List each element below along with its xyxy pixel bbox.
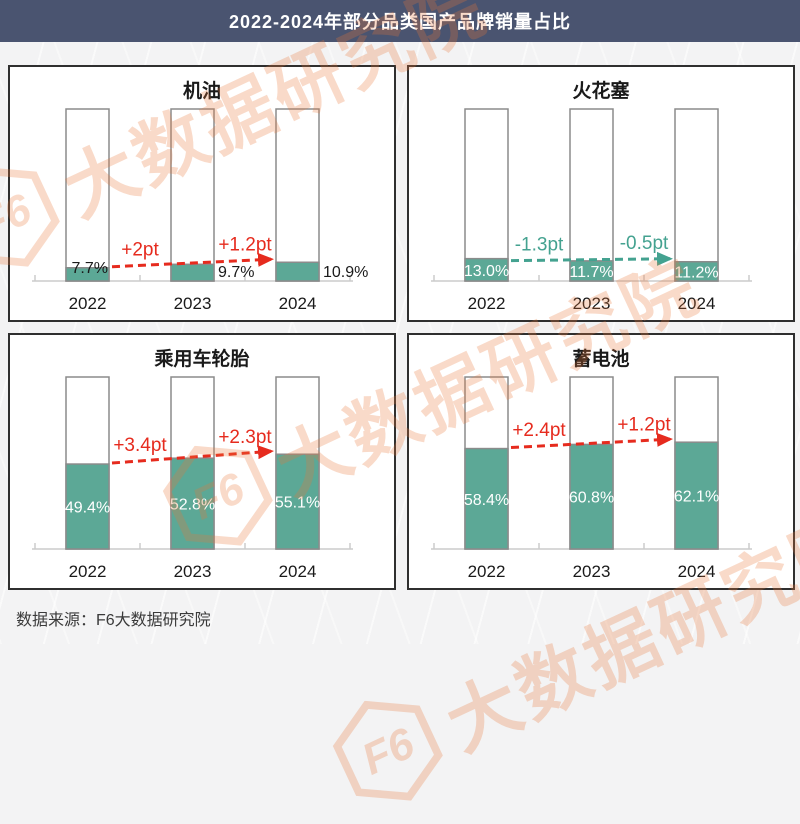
change-label: +3.4pt [113, 435, 167, 456]
panel-title: 乘用车轮胎 [153, 347, 249, 370]
year-label: 2024 [678, 562, 716, 581]
year-label: 2023 [174, 562, 212, 581]
value-label: 10.9% [323, 264, 368, 281]
panel-title: 机油 [183, 80, 221, 102]
year-label: 2022 [69, 294, 107, 313]
report-title-bar: 2022-2024年部分品类国产品牌销量占比 [0, 0, 800, 42]
panel-chart-svg: 蓄电池 2022 58.4% 2023 60.8% 2024 62.1% +2.4pt +1.2… [431, 347, 752, 581]
year-label: 2022 [468, 562, 506, 581]
bar-outline-100pct [170, 108, 215, 282]
bar-outline-100pct [275, 108, 320, 282]
value-label: 7.7% [72, 260, 108, 277]
change-label: +1.2pt [218, 234, 272, 255]
bar-fill-share [464, 257, 509, 282]
year-label: 2024 [678, 294, 716, 313]
value-label: 62.1% [674, 489, 719, 506]
change-label: +2.3pt [218, 427, 272, 448]
value-label: 49.4% [65, 500, 110, 517]
value-label: 9.7% [218, 264, 254, 281]
f6-logo-icon: F6 [332, 700, 443, 801]
bar-fill-share [275, 261, 320, 282]
panel-chart-svg: 机油 2022 7.7% 2023 9.7% 2024 10.9% +2pt +1.2pt [32, 80, 368, 313]
value-label: 52.8% [170, 497, 215, 514]
bar-outline-100pct [65, 108, 110, 282]
chart-panel-2: 火花塞 2022 13.0% 2023 11.7% 2024 11.2% -1.3pt -0.5… [407, 65, 795, 322]
trend-arrow [510, 251, 673, 266]
bar-outline-100pct [464, 108, 509, 282]
year-label: 2023 [573, 562, 611, 581]
panel-chart-svg: 火花塞 2022 13.0% 2023 11.7% 2024 11.2% -1.3pt -0.5… [431, 79, 752, 313]
year-label: 2024 [279, 294, 317, 313]
year-label: 2022 [69, 562, 107, 581]
bar-fill-share [674, 441, 719, 550]
bar-fill-share [65, 267, 110, 282]
bar-fill-share [674, 260, 719, 282]
chart-panel-3: 乘用车轮胎 2022 49.4% 2023 52.8% 2024 55.1% +3.4pt +2… [8, 333, 396, 590]
panel-title: 蓄电池 [572, 347, 629, 370]
chart-panel-4: 蓄电池 2022 58.4% 2023 60.8% 2024 62.1% +2.4pt +1.2… [407, 333, 795, 590]
value-label: 58.4% [464, 492, 509, 509]
change-label: +1.2pt [617, 415, 671, 436]
bar-fill-share [170, 263, 215, 282]
trend-arrow [111, 252, 274, 269]
value-label: 55.1% [275, 495, 320, 512]
value-label: 60.8% [569, 490, 614, 507]
change-label: +2.4pt [512, 420, 566, 441]
panel-title: 火花塞 [572, 79, 630, 102]
chart-panel-1: 机油 2022 7.7% 2023 9.7% 2024 10.9% +2pt +1.2pt [8, 65, 396, 322]
trend-arrow [510, 432, 673, 450]
svg-text:F6: F6 [355, 718, 423, 784]
year-label: 2024 [279, 562, 317, 581]
value-label: 13.0% [464, 263, 509, 280]
value-label: 11.7% [569, 264, 613, 281]
bar-fill-share [464, 447, 509, 550]
change-label: -0.5pt [620, 233, 669, 254]
change-label: +2pt [121, 239, 159, 260]
year-label: 2022 [468, 294, 506, 313]
change-label: -1.3pt [515, 234, 564, 255]
bar-fill-share [275, 453, 320, 550]
value-label: 11.2% [674, 264, 718, 281]
trend-arrow [111, 445, 274, 465]
year-label: 2023 [174, 294, 212, 313]
bar-fill-share [65, 463, 110, 550]
bar-outline-100pct [674, 108, 719, 282]
panel-chart-svg: 乘用车轮胎 2022 49.4% 2023 52.8% 2024 55.1% +3.4pt +2… [32, 347, 353, 581]
report-title: 2022-2024年部分品类国产品牌销量占比 [228, 12, 572, 32]
data-source-label: 数据来源：F6大数据研究院 [16, 612, 211, 629]
charts-grid: 机油 2022 7.7% 2023 9.7% 2024 10.9% +2pt +1.2pt 火花塞… [8, 65, 795, 590]
year-label: 2023 [573, 294, 611, 313]
bar-outline-100pct [569, 108, 614, 282]
